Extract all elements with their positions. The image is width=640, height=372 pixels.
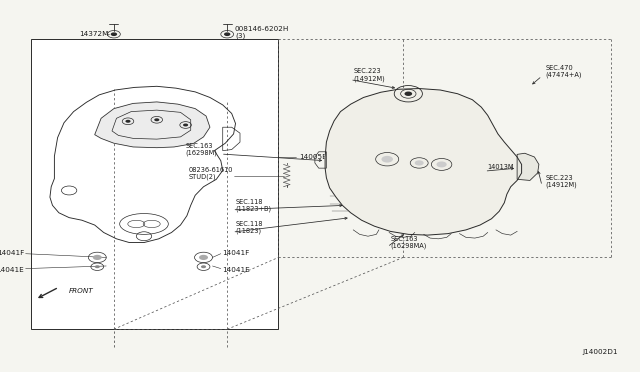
Circle shape bbox=[93, 255, 102, 260]
Circle shape bbox=[95, 265, 100, 268]
Circle shape bbox=[436, 161, 447, 167]
Circle shape bbox=[125, 120, 131, 123]
Circle shape bbox=[224, 32, 230, 36]
Text: 08236-61610
STUD(2): 08236-61610 STUD(2) bbox=[188, 167, 233, 180]
Text: SEC.118
(11823): SEC.118 (11823) bbox=[236, 221, 263, 234]
Bar bbox=[31, 39, 278, 329]
Polygon shape bbox=[517, 153, 539, 180]
Text: FRONT: FRONT bbox=[69, 288, 93, 294]
Circle shape bbox=[381, 156, 393, 163]
Text: 008146-6202H
(3): 008146-6202H (3) bbox=[235, 26, 289, 39]
Circle shape bbox=[201, 265, 206, 268]
Text: SEC.163
(16298MA): SEC.163 (16298MA) bbox=[390, 236, 427, 249]
Text: 14372M: 14372M bbox=[79, 31, 109, 37]
Text: SEC.470
(47474+A): SEC.470 (47474+A) bbox=[545, 65, 582, 78]
Text: 14005E: 14005E bbox=[300, 154, 327, 160]
Circle shape bbox=[154, 118, 159, 121]
Text: J14002D1: J14002D1 bbox=[582, 349, 618, 355]
Text: 14041F: 14041F bbox=[222, 250, 250, 256]
Text: 14041E: 14041E bbox=[222, 267, 250, 273]
Text: SEC.118
(11823+B): SEC.118 (11823+B) bbox=[236, 199, 271, 212]
Polygon shape bbox=[325, 89, 522, 235]
Text: SEC.223
(14912M): SEC.223 (14912M) bbox=[353, 68, 385, 82]
Text: 14041F: 14041F bbox=[0, 250, 24, 256]
Text: 14041E: 14041E bbox=[0, 267, 24, 273]
Circle shape bbox=[415, 160, 424, 166]
Polygon shape bbox=[95, 102, 210, 148]
Circle shape bbox=[199, 255, 208, 260]
Text: 14013M: 14013M bbox=[488, 164, 514, 170]
Text: SEC.223
(14912M): SEC.223 (14912M) bbox=[545, 175, 577, 188]
Text: SEC.163
(16298M): SEC.163 (16298M) bbox=[186, 143, 218, 156]
Circle shape bbox=[183, 124, 188, 126]
Circle shape bbox=[111, 32, 117, 36]
Circle shape bbox=[404, 92, 412, 96]
